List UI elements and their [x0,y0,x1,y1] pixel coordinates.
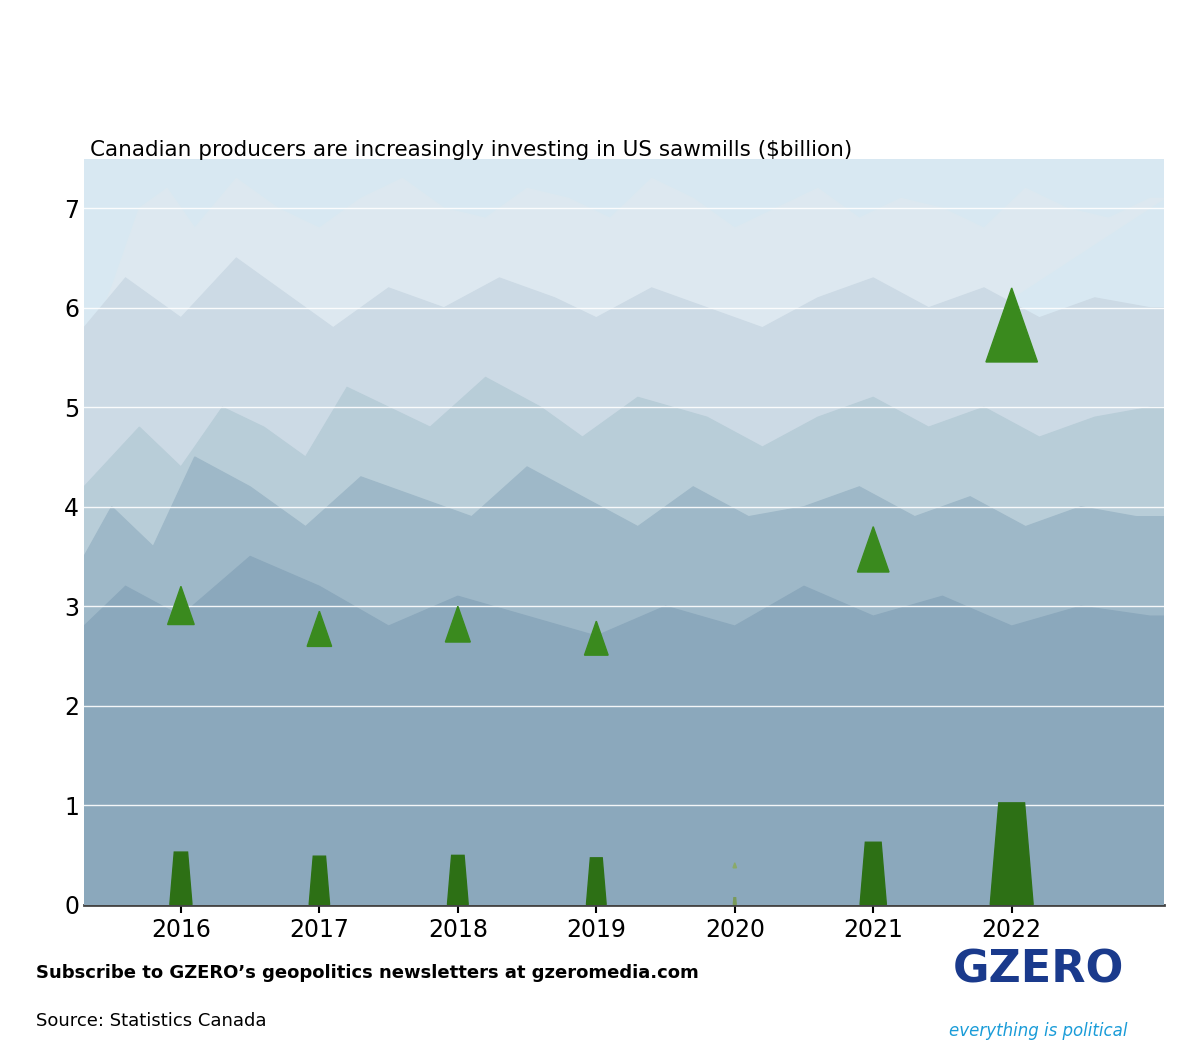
Polygon shape [307,612,331,646]
Polygon shape [445,606,470,642]
Polygon shape [733,863,737,868]
Polygon shape [733,897,737,905]
Polygon shape [448,855,468,905]
Polygon shape [170,852,192,905]
Text: Subscribe to GZERO’s geopolitics newsletters at gzeromedia.com: Subscribe to GZERO’s geopolitics newslet… [36,964,698,982]
Text: Source: Statistics Canada: Source: Statistics Canada [36,1013,266,1030]
Polygon shape [84,258,1164,905]
Text: Canadian producers are increasingly investing in US sawmills ($billion): Canadian producers are increasingly inve… [90,141,852,160]
Polygon shape [84,457,1164,905]
Polygon shape [584,621,608,655]
Polygon shape [84,557,1164,905]
Polygon shape [587,858,606,905]
Polygon shape [858,527,889,572]
Text: GZERO: GZERO [953,949,1123,992]
Polygon shape [986,288,1038,362]
Polygon shape [84,378,1164,905]
Polygon shape [168,586,194,624]
Polygon shape [860,842,887,905]
Text: Canadian lumber production ... in the US: Canadian lumber production ... in the US [0,40,1200,95]
Polygon shape [84,179,1164,905]
Text: everything is political: everything is political [949,1022,1127,1040]
Polygon shape [990,803,1033,905]
Polygon shape [310,856,330,905]
